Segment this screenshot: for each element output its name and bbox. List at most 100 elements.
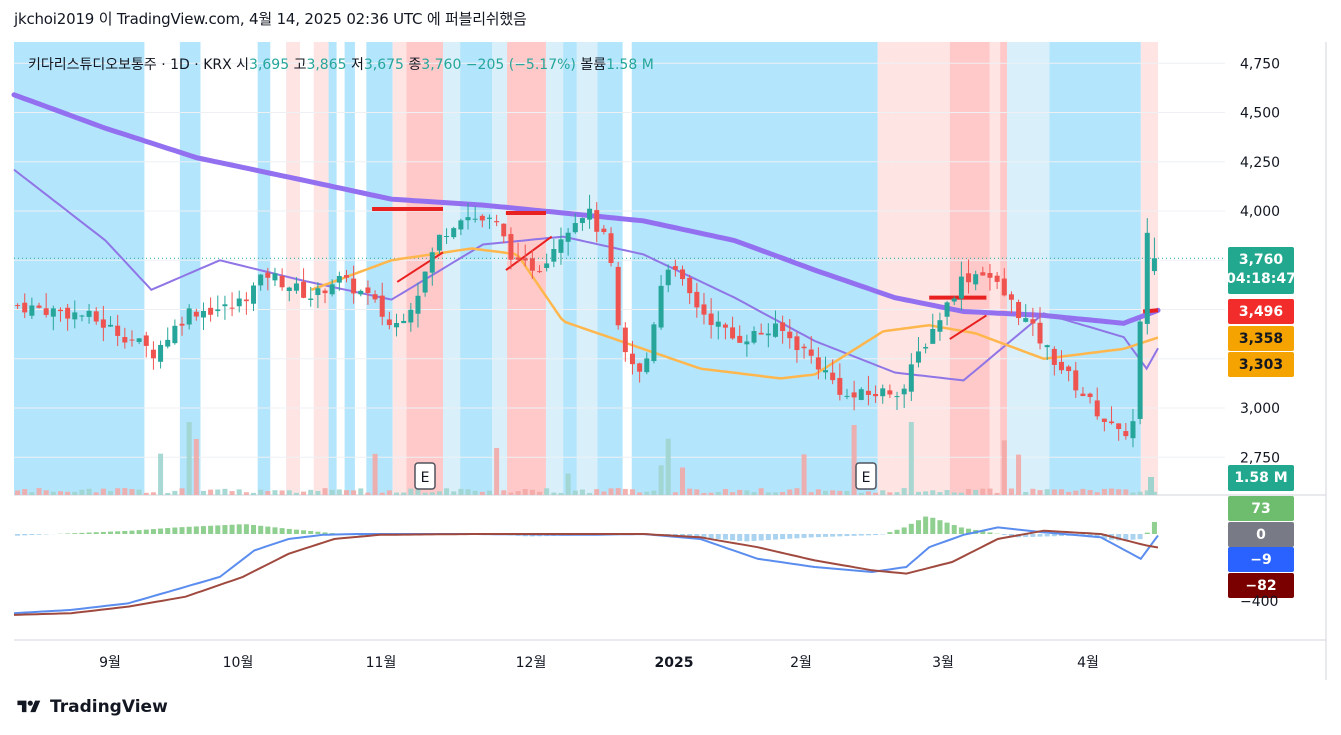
candle-body: [1044, 345, 1050, 348]
volume-bar: [86, 488, 92, 495]
candle-body: [694, 291, 700, 308]
volume-bar: [258, 489, 264, 495]
macd-histogram-bar: [1123, 534, 1129, 541]
volume-bar: [422, 492, 428, 495]
candle-body: [308, 298, 314, 300]
legend-low: 3,675: [364, 57, 409, 73]
candle-body: [715, 321, 721, 327]
volume-bar: [1109, 488, 1115, 495]
tradingview-logo[interactable]: TradingView: [14, 697, 168, 717]
candle-body: [808, 349, 814, 356]
macd-histogram-bar: [708, 534, 714, 539]
volume-bar: [1073, 490, 1079, 495]
volume-bar: [200, 490, 206, 495]
candle-body: [615, 266, 621, 326]
macd-histogram-bar: [258, 525, 264, 534]
volume-bar: [622, 488, 628, 495]
macd-histogram-bar: [193, 526, 199, 534]
volume-bar: [751, 492, 757, 495]
candle-body: [1109, 421, 1115, 424]
volume-bar: [644, 491, 650, 495]
candle-body: [15, 305, 21, 307]
last-price-badge-text: 04:18:47: [1226, 271, 1296, 287]
background-band: [545, 42, 564, 495]
background-band: [14, 42, 145, 495]
volume-bar: [322, 488, 328, 495]
macd-histogram-bar: [694, 534, 700, 538]
macd-histogram-bar: [680, 534, 686, 537]
candle-body: [150, 349, 156, 359]
candle-body: [966, 273, 972, 283]
candle-body: [651, 324, 657, 362]
legend-close: 3,760: [421, 57, 466, 73]
volume-bar: [115, 488, 121, 495]
candle-body: [665, 269, 671, 286]
candle-body: [1001, 278, 1007, 296]
macd-histogram-bar: [329, 533, 335, 534]
price-axis-tick: 4,250: [1240, 155, 1280, 171]
candle-body: [1016, 301, 1022, 319]
volume-bar: [43, 490, 49, 495]
macd-histogram-bar: [801, 534, 807, 538]
volume-bar: [265, 491, 271, 495]
volume-bar: [651, 490, 657, 495]
candle-body: [343, 275, 349, 278]
volume-bar: [908, 421, 914, 495]
volume-bar: [780, 492, 786, 495]
volume-bar: [951, 492, 957, 495]
earnings-marker-label: E: [421, 470, 430, 486]
macd-axis-tick: −400: [1240, 594, 1278, 610]
macd-badge: [1228, 547, 1294, 572]
ma-mid-line: [13, 168, 1159, 382]
volume-bar: [544, 488, 550, 495]
candle-body: [501, 223, 507, 237]
candle-body: [587, 208, 593, 220]
volume-bar: [901, 488, 907, 495]
candle-body: [987, 273, 993, 278]
candle-body: [408, 309, 414, 323]
macd-histogram-bar: [830, 534, 836, 537]
background-band: [1000, 42, 1007, 495]
background-band: [1049, 42, 1141, 495]
macd-histogram-bar: [780, 534, 786, 540]
volume-bar: [29, 492, 35, 495]
macd-histogram-bar: [79, 532, 85, 534]
candle-body: [1030, 319, 1036, 324]
volume-bar: [193, 438, 199, 495]
time-axis-tick: 12월: [516, 655, 547, 671]
macd-histogram-bar: [100, 531, 106, 534]
ma-red-line: [396, 251, 444, 283]
candle-body: [72, 312, 78, 320]
volume-bar: [851, 425, 857, 495]
macd-histogram-bar: [179, 527, 185, 534]
volume-bar: [808, 492, 814, 495]
candle-body: [200, 310, 206, 318]
volume-bar: [744, 490, 750, 495]
macd-histogram-bar: [136, 530, 142, 534]
volume-bar: [122, 488, 128, 495]
macd-histogram-bar: [150, 529, 156, 534]
volume-bar: [937, 492, 943, 495]
macd-histogram-bar: [808, 534, 814, 538]
candle-body: [1051, 348, 1057, 365]
tradingview-brand: TradingView: [50, 697, 168, 717]
volume-bar: [529, 489, 535, 495]
volume-bar: [701, 492, 707, 495]
macd-histogram-bar: [172, 527, 178, 534]
volume-bar: [486, 490, 492, 495]
candle-body: [322, 290, 328, 294]
volume-bar: [22, 489, 28, 495]
volume-bar: [415, 489, 421, 495]
volume-bar: [873, 492, 879, 495]
volume-bar: [887, 492, 893, 495]
macd-histogram-bar: [65, 533, 71, 534]
macd-histogram-bar: [758, 534, 764, 541]
last-price-badge: [1228, 247, 1294, 294]
candle-body: [1087, 393, 1093, 398]
macd-histogram-bar: [1144, 532, 1150, 534]
background-band: [563, 42, 577, 495]
legend-change: −205 (−5.17%): [466, 57, 580, 73]
volume-bar: [336, 489, 342, 495]
volume-bar: [386, 490, 392, 495]
